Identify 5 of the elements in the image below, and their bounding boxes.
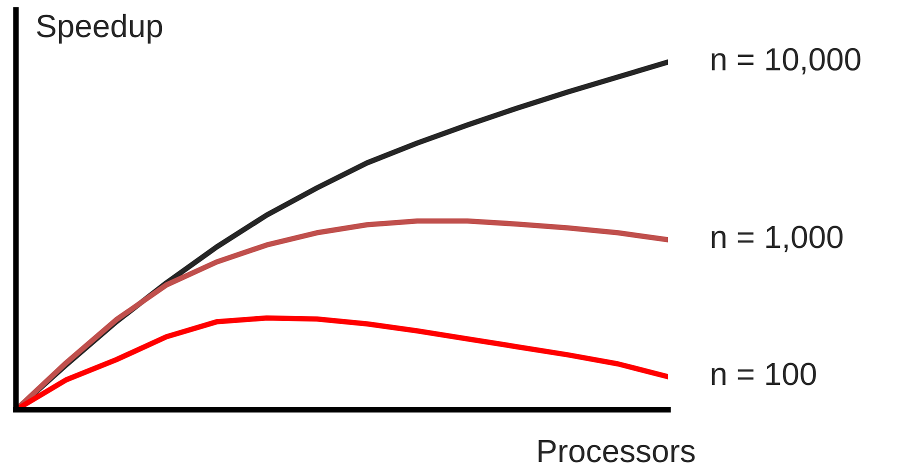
y-axis-title: Speedup — [36, 14, 162, 44]
series-label: n = 1,000 — [712, 226, 843, 252]
series-label: n = 100 — [712, 362, 816, 386]
x-axis-title: Processors — [538, 440, 695, 462]
series-label: n = 10,000 — [712, 48, 860, 74]
